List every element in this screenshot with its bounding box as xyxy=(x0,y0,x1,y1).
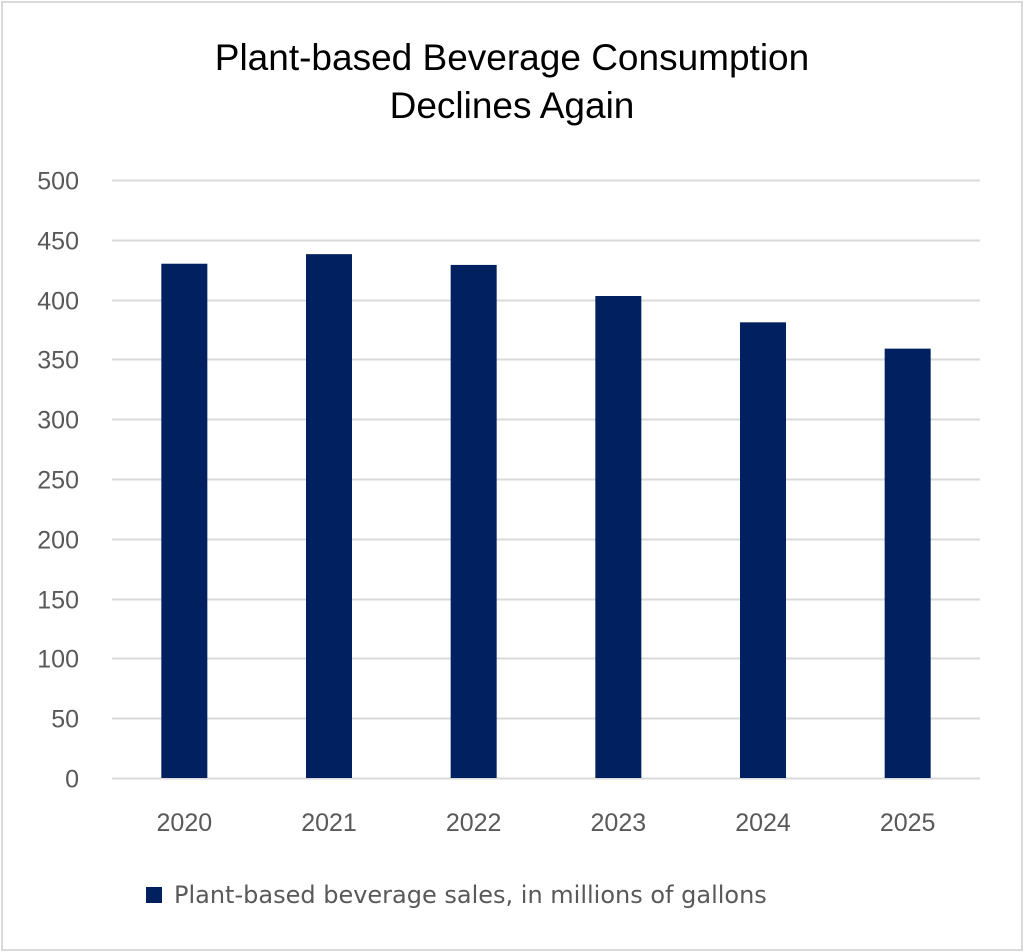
bar-2024 xyxy=(739,322,787,778)
y-tick-label: 450 xyxy=(37,228,79,256)
legend-label: Plant-based beverage sales, in millions … xyxy=(174,881,767,909)
bar-2021 xyxy=(305,254,353,779)
y-tick-label: 250 xyxy=(37,467,79,495)
legend: Plant-based beverage sales, in millions … xyxy=(146,879,767,911)
chart-title: Plant-based Beverage Consumption Decline… xyxy=(0,34,1024,130)
bar-2025 xyxy=(884,348,931,778)
x-axis-tick-labels: 2020 2021 2022 2023 2024 2025 xyxy=(157,809,936,837)
y-tick-label: 300 xyxy=(37,407,79,435)
bar-2023 xyxy=(595,296,642,778)
y-tick-label: 50 xyxy=(51,706,79,734)
y-tick-label: 350 xyxy=(37,347,79,375)
x-tick-label: 2024 xyxy=(735,809,791,837)
gridlines xyxy=(112,179,980,780)
x-tick-label: 2025 xyxy=(880,809,936,837)
chart-title-line-1: Plant-based Beverage Consumption xyxy=(214,37,810,78)
bar-2022 xyxy=(450,264,497,778)
bar-2020 xyxy=(161,263,208,779)
y-tick-label: 0 xyxy=(65,766,79,794)
y-tick-label: 100 xyxy=(37,646,79,674)
y-tick-label: 400 xyxy=(37,288,79,316)
y-tick-label: 500 xyxy=(37,168,79,196)
y-tick-label: 150 xyxy=(37,587,79,615)
x-tick-label: 2020 xyxy=(157,809,213,837)
legend-swatch xyxy=(146,887,162,903)
x-tick-label: 2021 xyxy=(301,809,357,837)
x-tick-label: 2022 xyxy=(446,809,502,837)
x-tick-label: 2023 xyxy=(591,809,647,837)
bars xyxy=(161,254,931,779)
y-axis-tick-labels: 0 50 100 150 200 250 300 350 400 450 500 xyxy=(37,168,79,794)
chart-title-line-2: Declines Again xyxy=(389,85,635,126)
y-tick-label: 200 xyxy=(37,527,79,555)
